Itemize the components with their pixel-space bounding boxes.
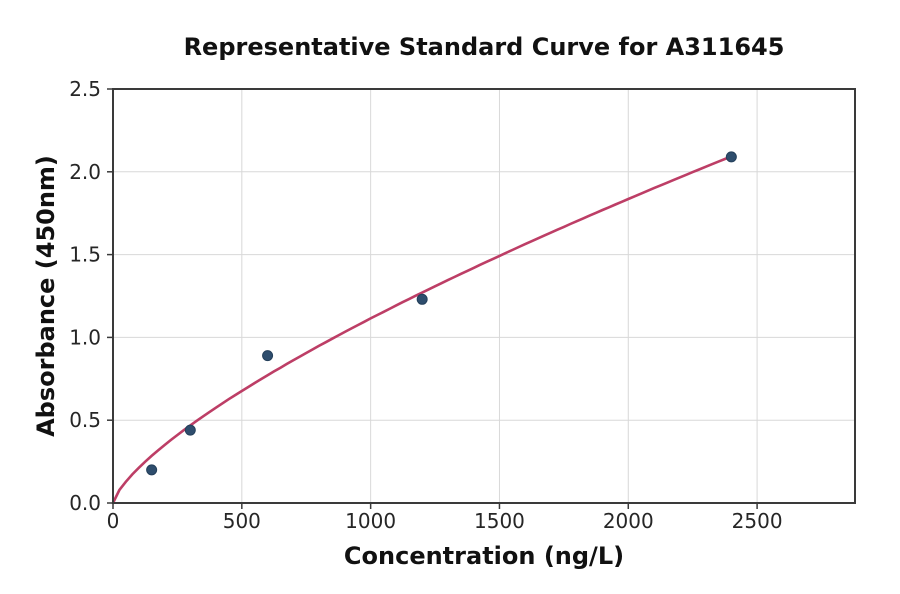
x-tick-label: 2000	[603, 509, 654, 533]
y-tick-label: 0.0	[69, 491, 101, 515]
y-tick-label: 0.5	[69, 408, 101, 432]
data-point	[262, 350, 274, 362]
x-tick-label: 500	[223, 509, 261, 533]
y-tick-label: 2.5	[69, 77, 101, 101]
data-point	[146, 464, 158, 476]
y-tick-label: 2.0	[69, 160, 101, 184]
data-point	[184, 424, 196, 436]
x-tick-label: 1000	[345, 509, 396, 533]
y-tick-label: 1.5	[69, 243, 101, 267]
fit-curve	[111, 155, 733, 505]
x-tick-label: 0	[107, 509, 120, 533]
x-tick-label: 1500	[474, 509, 525, 533]
y-tick-label: 1.0	[69, 325, 101, 349]
chart-title: Representative Standard Curve for A31164…	[183, 33, 785, 61]
data-point	[725, 151, 737, 163]
plot-border	[112, 88, 856, 504]
x-axis-title: Concentration (ng/L)	[343, 542, 625, 570]
x-tick-label: 2500	[732, 509, 783, 533]
data-point	[416, 293, 428, 305]
